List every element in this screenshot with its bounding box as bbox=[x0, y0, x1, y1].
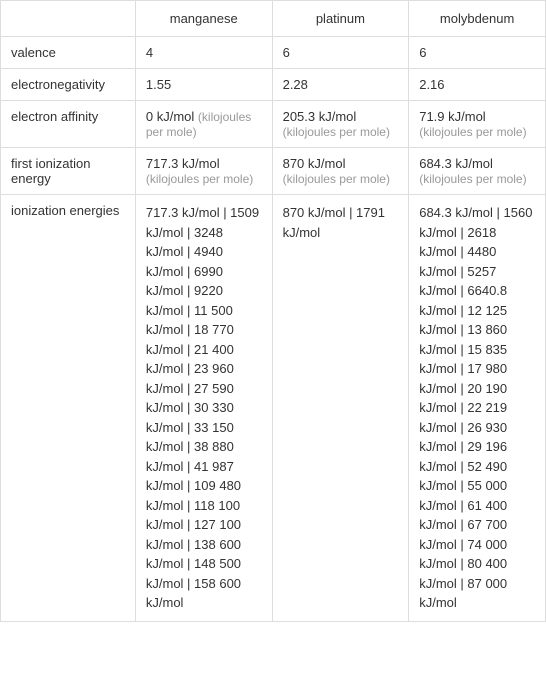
properties-table: manganese platinum molybdenum valence 4 6 6… bbox=[0, 0, 546, 622]
column-header: manganese bbox=[135, 1, 272, 37]
cell-value: 1.55 bbox=[146, 77, 171, 92]
table-row: ionization energies717.3 kJ/mol | 1509 k… bbox=[1, 195, 546, 622]
data-cell: 2.28 bbox=[272, 69, 409, 101]
table-row: first ionization energy717.3 kJ/mol (kil… bbox=[1, 148, 546, 195]
row-label: valence bbox=[1, 37, 136, 69]
row-label: ionization energies bbox=[1, 195, 136, 622]
table-row: valence 4 6 6 bbox=[1, 37, 546, 69]
data-cell: 684.3 kJ/mol (kilojoules per mole) bbox=[409, 148, 546, 195]
cell-value: 4 bbox=[146, 45, 153, 60]
data-cell: 870 kJ/mol | 1791 kJ/mol bbox=[272, 195, 409, 622]
data-cell: 684.3 kJ/mol | 1560 kJ/mol | 2618 kJ/mol… bbox=[409, 195, 546, 622]
column-header: molybdenum bbox=[409, 1, 546, 37]
row-label: first ionization energy bbox=[1, 148, 136, 195]
row-label: electron affinity bbox=[1, 101, 136, 148]
cell-value: 870 kJ/mol | 1791 kJ/mol bbox=[283, 205, 385, 240]
table-row: electron affinity0 kJ/mol (kilojoules pe… bbox=[1, 101, 546, 148]
column-header: platinum bbox=[272, 1, 409, 37]
cell-unit: (kilojoules per mole) bbox=[146, 172, 253, 186]
cell-value: 205.3 kJ/mol bbox=[283, 109, 357, 124]
data-cell: 870 kJ/mol (kilojoules per mole) bbox=[272, 148, 409, 195]
cell-value: 6 bbox=[283, 45, 290, 60]
data-cell: 717.3 kJ/mol (kilojoules per mole) bbox=[135, 148, 272, 195]
cell-value: 717.3 kJ/mol bbox=[146, 156, 220, 171]
data-cell: 6 bbox=[272, 37, 409, 69]
row-label: electronegativity bbox=[1, 69, 136, 101]
cell-value: 2.28 bbox=[283, 77, 308, 92]
cell-unit: (kilojoules per mole) bbox=[283, 125, 390, 139]
cell-value: 870 kJ/mol bbox=[283, 156, 346, 171]
data-cell: 0 kJ/mol (kilojoules per mole) bbox=[135, 101, 272, 148]
data-cell: 2.16 bbox=[409, 69, 546, 101]
cell-value: 2.16 bbox=[419, 77, 444, 92]
cell-value: 71.9 kJ/mol bbox=[419, 109, 485, 124]
data-cell: 4 bbox=[135, 37, 272, 69]
cell-unit: (kilojoules per mole) bbox=[419, 125, 526, 139]
cell-value: 717.3 kJ/mol | 1509 kJ/mol | 3248 kJ/mol… bbox=[146, 205, 259, 610]
cell-value: 684.3 kJ/mol | 1560 kJ/mol | 2618 kJ/mol… bbox=[419, 205, 532, 610]
cell-unit: (kilojoules per mole) bbox=[419, 172, 526, 186]
empty-header bbox=[1, 1, 136, 37]
data-cell: 205.3 kJ/mol (kilojoules per mole) bbox=[272, 101, 409, 148]
cell-unit: (kilojoules per mole) bbox=[283, 172, 390, 186]
data-cell: 6 bbox=[409, 37, 546, 69]
table-row: electronegativity 1.55 2.28 2.16 bbox=[1, 69, 546, 101]
cell-value: 6 bbox=[419, 45, 426, 60]
header-row: manganese platinum molybdenum bbox=[1, 1, 546, 37]
cell-value: 0 kJ/mol bbox=[146, 109, 194, 124]
data-cell: 1.55 bbox=[135, 69, 272, 101]
cell-value: 684.3 kJ/mol bbox=[419, 156, 493, 171]
data-cell: 717.3 kJ/mol | 1509 kJ/mol | 3248 kJ/mol… bbox=[135, 195, 272, 622]
data-cell: 71.9 kJ/mol (kilojoules per mole) bbox=[409, 101, 546, 148]
